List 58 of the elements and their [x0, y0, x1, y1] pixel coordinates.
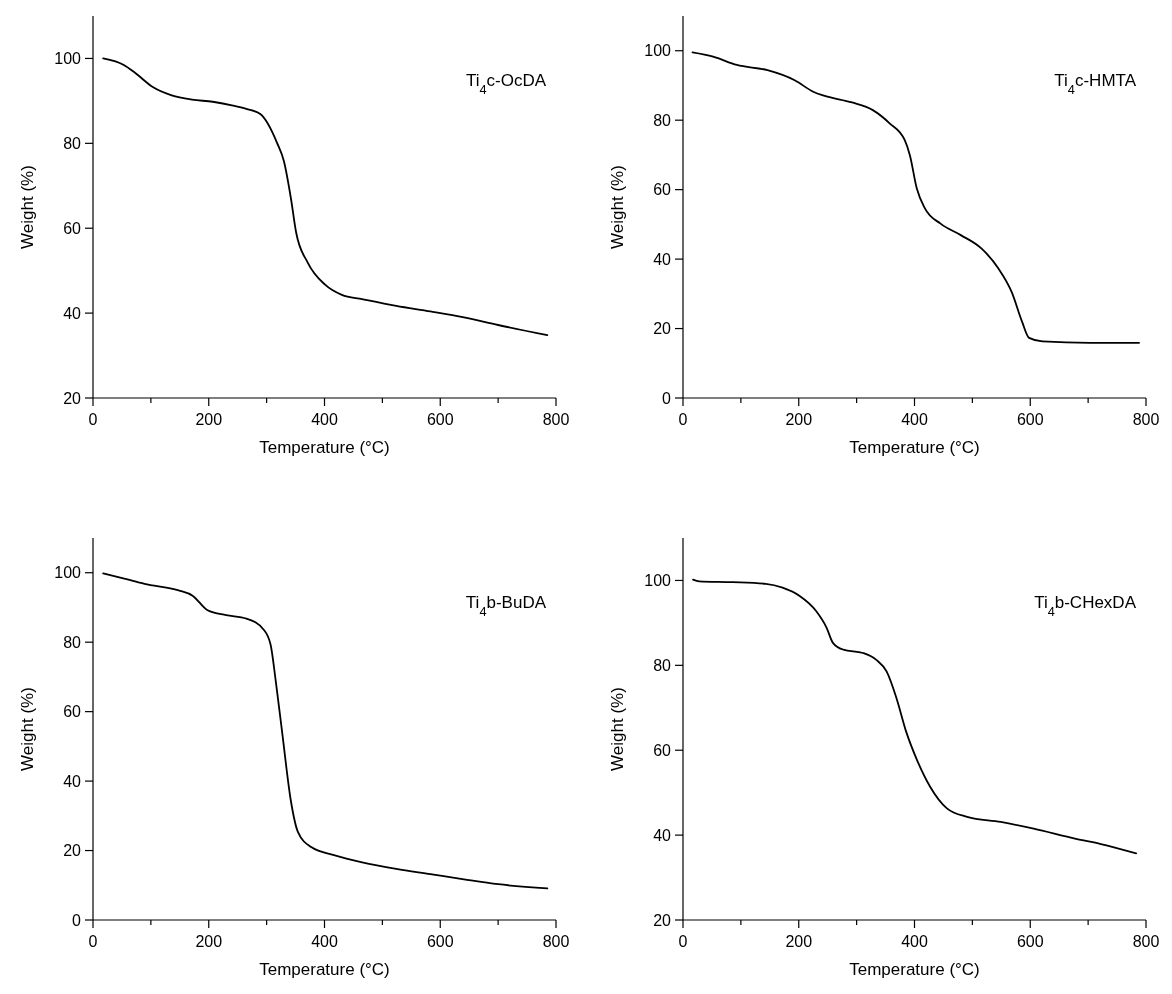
x-tick-label: 600 — [1016, 411, 1044, 428]
y-tick-label: 20 — [63, 389, 82, 407]
annotation: Ti$_{4}$b-CHexDA — [1034, 593, 1137, 619]
x-tick-label: 0 — [678, 933, 688, 950]
y-tick-label: 40 — [653, 250, 672, 268]
x-tick-label: 400 — [311, 411, 338, 428]
x-tick-label: 400 — [901, 411, 928, 428]
x-axis-title: Temperature (°C) — [849, 960, 980, 979]
y-tick-label: 100 — [644, 572, 672, 590]
x-tick-label: 800 — [542, 411, 570, 428]
y-tick-label: 60 — [653, 741, 672, 759]
y-tick-label: 20 — [653, 911, 672, 929]
x-axis-title: Temperature (°C) — [259, 438, 390, 457]
y-tick-label: 40 — [653, 826, 672, 844]
x-tick-label: 800 — [1132, 933, 1160, 950]
x-tick-label: 600 — [426, 411, 454, 428]
line-series — [102, 572, 549, 890]
annotation: Ti$_{4}$c-HMTA — [1054, 71, 1137, 97]
y-tick-label: 60 — [63, 219, 82, 237]
x-tick-label: 0 — [88, 411, 98, 428]
y-tick-label: 20 — [63, 842, 82, 860]
x-tick-label: 800 — [542, 933, 570, 950]
y-tick-label: 60 — [653, 181, 672, 199]
y-tick-label: 20 — [653, 320, 672, 338]
line-series — [691, 51, 1140, 344]
y-axis-title: Weight (%) — [18, 687, 37, 771]
x-tick-label: 800 — [1132, 411, 1160, 428]
x-axis-title: Temperature (°C) — [259, 960, 390, 979]
x-tick-label: 0 — [88, 933, 98, 950]
y-tick-label: 40 — [63, 772, 82, 790]
y-tick-label: 80 — [63, 633, 82, 651]
y-axis-title: Weight (%) — [18, 165, 37, 249]
y-tick-label: 80 — [653, 111, 672, 129]
x-tick-label: 0 — [678, 411, 688, 428]
line-series — [692, 578, 1138, 855]
annotation: Ti$_{4}$b-BuDA — [465, 593, 547, 619]
y-tick-label: 100 — [644, 42, 672, 60]
x-axis-title: Temperature (°C) — [849, 438, 980, 457]
x-tick-label: 200 — [195, 933, 223, 950]
y-tick-label: 80 — [63, 134, 82, 152]
y-tick-label: 40 — [63, 304, 82, 322]
y-axis-title: Weight (%) — [608, 165, 627, 249]
x-tick-label: 400 — [901, 933, 928, 950]
line-series — [102, 57, 549, 337]
y-axis-title: Weight (%) — [608, 687, 627, 771]
y-tick-label: 80 — [653, 656, 672, 674]
x-tick-label: 600 — [1016, 933, 1044, 950]
y-tick-label: 100 — [54, 50, 82, 68]
x-tick-label: 200 — [785, 411, 813, 428]
y-tick-label: 0 — [662, 389, 672, 407]
y-tick-label: 100 — [54, 564, 82, 582]
x-tick-label: 400 — [311, 933, 338, 950]
x-tick-label: 200 — [195, 411, 223, 428]
y-tick-label: 60 — [63, 703, 82, 721]
y-tick-label: 0 — [72, 911, 82, 929]
annotation: Ti$_{4}$c-OcDA — [465, 71, 547, 97]
x-tick-label: 200 — [785, 933, 813, 950]
x-tick-label: 600 — [426, 933, 454, 950]
